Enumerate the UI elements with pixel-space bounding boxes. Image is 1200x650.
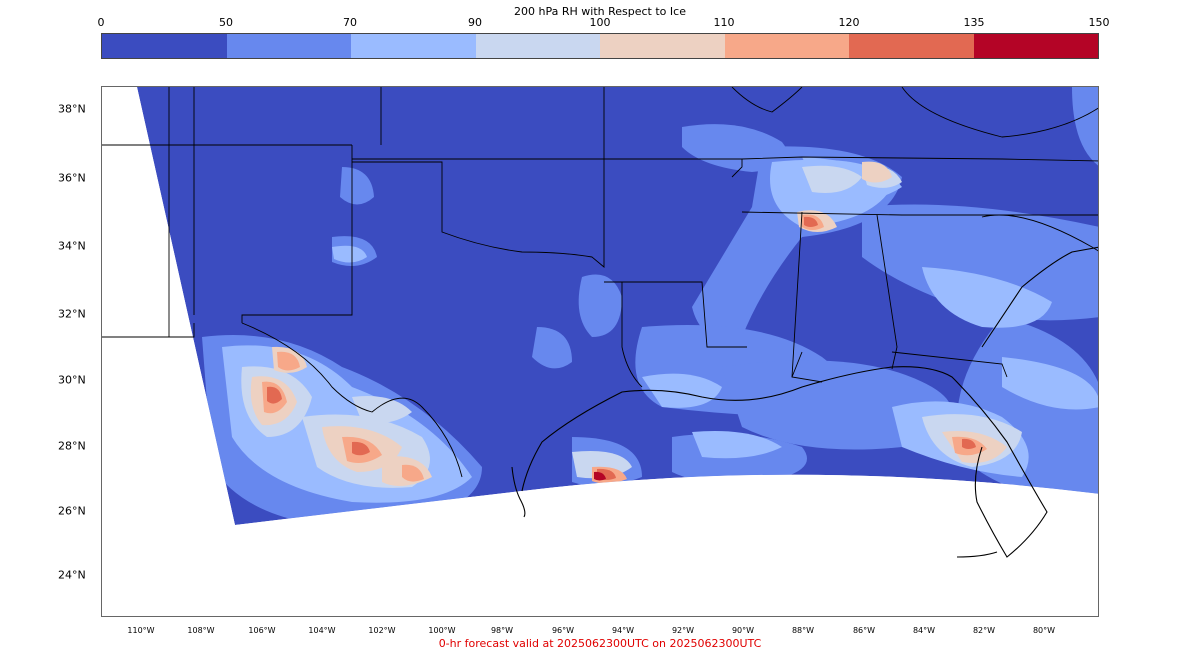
longitude-label: 104°W — [308, 626, 336, 635]
colorbar-tick: 100 — [589, 16, 611, 29]
longitude-label: 82°W — [972, 626, 996, 635]
longitude-label: 98°W — [490, 626, 514, 635]
colorbar-segment — [351, 34, 476, 58]
longitude-label: 86°W — [852, 626, 876, 635]
colorbar-tick: 135 — [963, 16, 985, 29]
longitude-label: 110°W — [127, 626, 155, 635]
longitude-label: 92°W — [671, 626, 695, 635]
longitude-label: 96°W — [551, 626, 575, 635]
longitude-label: 94°W — [611, 626, 635, 635]
colorbar-segment — [475, 34, 600, 58]
longitude-label: 84°W — [912, 626, 936, 635]
colorbar-tick: 150 — [1088, 16, 1110, 29]
latitude-label: 30°N — [58, 373, 86, 387]
latitude-label: 36°N — [58, 171, 86, 185]
colorbar-tick: 90 — [468, 16, 482, 29]
colorbar-segment — [973, 34, 1098, 58]
map-svg — [102, 87, 1098, 616]
longitude-label: 80°W — [1032, 626, 1056, 635]
state-borders — [102, 87, 1098, 478]
forecast-valid-text: 0-hr forecast valid at 2025062300UTC on … — [438, 637, 762, 650]
longitude-label: 88°W — [791, 626, 815, 635]
longitude-label: 102°W — [368, 626, 396, 635]
colorbar — [101, 33, 1099, 59]
colorbar-segment — [724, 34, 849, 58]
colorbar-segment — [102, 34, 227, 58]
rh-135-150-areas — [594, 471, 606, 481]
colorbar-tick: 0 — [97, 16, 105, 29]
coastline — [511, 246, 1098, 558]
latitude-label: 32°N — [58, 307, 86, 321]
colorbar-segment — [849, 34, 974, 58]
colorbar-tick: 110 — [713, 16, 735, 29]
outside-domain — [102, 87, 1098, 616]
map-panel — [101, 86, 1099, 617]
colorbar-tick: 50 — [219, 16, 233, 29]
colorbar-tick: 70 — [343, 16, 357, 29]
latitude-label: 26°N — [58, 504, 86, 518]
longitude-label: 108°W — [187, 626, 215, 635]
colorbar-title: 200 hPa RH with Respect to Ice — [514, 5, 686, 18]
rh-field-contours — [202, 87, 1098, 525]
latitude-label: 28°N — [58, 439, 86, 453]
latitude-label: 24°N — [58, 568, 86, 582]
colorbar-tick: 120 — [838, 16, 860, 29]
colorbar-segment — [600, 34, 725, 58]
colorbar-segment — [226, 34, 351, 58]
longitude-label: 90°W — [731, 626, 755, 635]
latitude-label: 38°N — [58, 102, 86, 116]
longitude-label: 100°W — [428, 626, 456, 635]
longitude-label: 106°W — [248, 626, 276, 635]
latitude-label: 34°N — [58, 239, 86, 253]
